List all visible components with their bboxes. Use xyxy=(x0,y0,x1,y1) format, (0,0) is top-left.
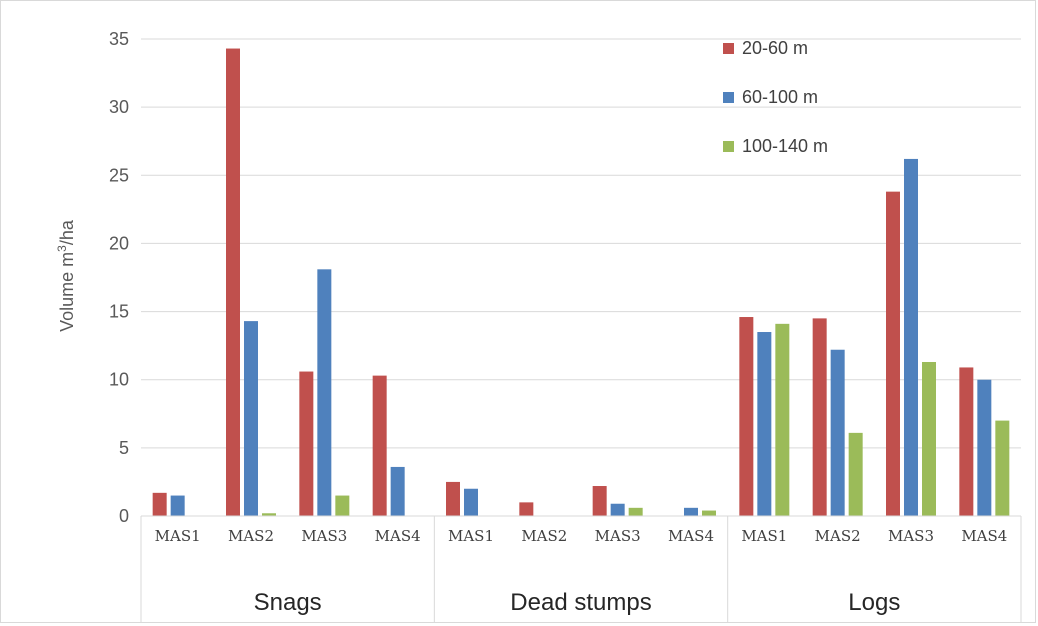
bar xyxy=(977,379,992,516)
y-label-rest: /ha xyxy=(57,219,77,245)
gridlines xyxy=(141,38,1021,449)
bar xyxy=(886,191,900,516)
bar xyxy=(317,269,332,516)
category-label: MAS1 xyxy=(155,527,201,545)
bar xyxy=(170,495,185,516)
bar xyxy=(775,323,790,516)
category-label: MAS3 xyxy=(301,527,347,545)
legend: 20-60 m 60-100 m 100-140 m xyxy=(723,38,828,156)
bar xyxy=(812,318,827,516)
bar xyxy=(995,420,1010,516)
bar xyxy=(610,503,625,516)
bar xyxy=(226,48,240,516)
y-tick-label: 5 xyxy=(119,438,129,458)
legend-swatch xyxy=(723,43,734,54)
category-label: MAS1 xyxy=(741,527,787,545)
bar xyxy=(446,481,460,516)
category-label: MAS4 xyxy=(375,527,421,545)
category-label: MAS2 xyxy=(228,527,274,545)
y-tick-label: 15 xyxy=(109,302,129,322)
y-axis-ticks: 0 5 10 15 20 25 30 35 xyxy=(109,29,129,526)
y-label-superscript: 3 xyxy=(55,245,69,252)
bar xyxy=(702,510,716,516)
y-tick-label: 25 xyxy=(109,165,129,185)
y-tick-label: 30 xyxy=(109,97,129,117)
category-label: MAS3 xyxy=(595,527,641,545)
category-label: MAS3 xyxy=(888,527,934,545)
bar xyxy=(244,321,258,516)
y-tick-label: 20 xyxy=(109,233,129,253)
bar xyxy=(848,432,863,516)
legend-swatch xyxy=(723,141,734,152)
bar xyxy=(684,507,698,516)
x-axis: MAS1 MAS2 MAS3 MAS4 Snags MAS1 MAS2 MAS3 MAS4 Dea… xyxy=(140,515,1022,622)
bar xyxy=(262,513,276,516)
bars xyxy=(152,48,1010,516)
bar xyxy=(592,486,607,516)
bar xyxy=(372,375,387,516)
y-tick-label: 35 xyxy=(109,29,129,49)
bar xyxy=(904,158,918,516)
group-label: Snags xyxy=(254,589,322,616)
bar xyxy=(739,317,754,516)
group-label: Dead stumps xyxy=(510,589,651,616)
bar xyxy=(959,367,974,516)
y-axis-label: Volume m3/ha xyxy=(55,219,77,332)
category-label: MAS4 xyxy=(668,527,714,545)
bar xyxy=(464,488,478,516)
bar xyxy=(830,349,845,516)
bar xyxy=(519,502,534,516)
bar xyxy=(152,492,167,516)
legend-label: 60-100 m xyxy=(742,87,818,107)
group-label: Logs xyxy=(848,589,900,616)
category-label: MAS2 xyxy=(521,527,567,545)
category-label: MAS2 xyxy=(815,527,861,545)
bar xyxy=(628,507,643,516)
category-label: MAS1 xyxy=(448,527,494,545)
bar xyxy=(299,371,314,516)
legend-swatch xyxy=(723,92,734,103)
bar xyxy=(757,332,772,516)
bar xyxy=(390,466,405,516)
y-tick-label: 10 xyxy=(109,370,129,390)
y-tick-label: 0 xyxy=(119,506,129,526)
bar xyxy=(335,495,350,516)
category-label: MAS4 xyxy=(961,527,1007,545)
bar xyxy=(922,361,936,516)
legend-label: 20-60 m xyxy=(742,38,808,58)
legend-label: 100-140 m xyxy=(742,136,828,156)
